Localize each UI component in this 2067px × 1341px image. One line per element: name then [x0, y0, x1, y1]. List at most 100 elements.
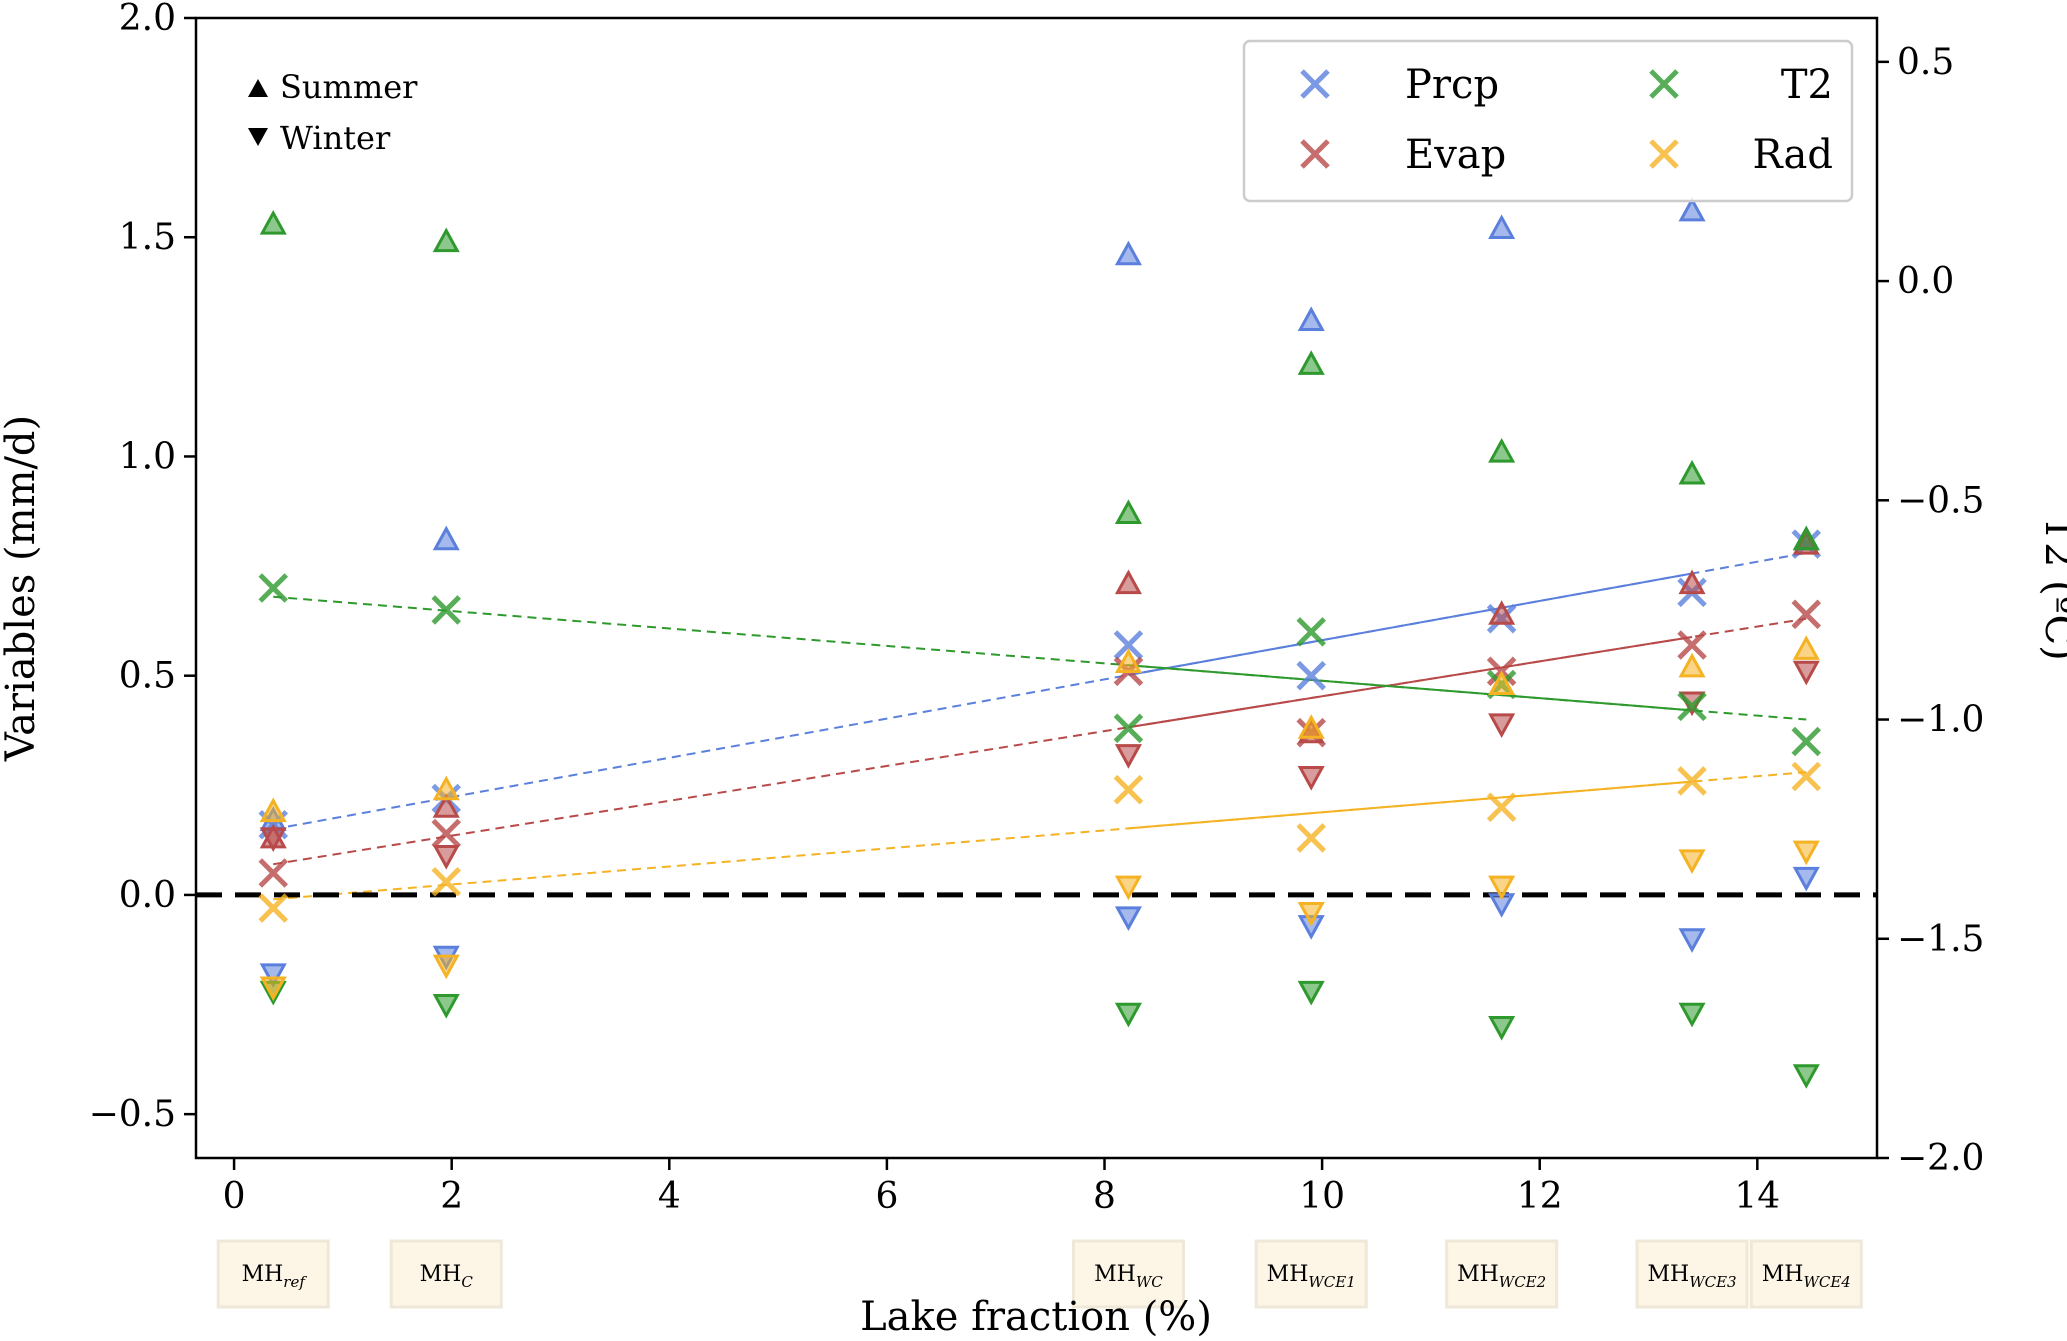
- simulation-label-wce4: MHWCE4: [1749, 1239, 1863, 1309]
- x-tick-label: 8: [1093, 1176, 1116, 1217]
- y-tick-label-right: 0.5: [1897, 42, 1954, 83]
- simulation-label-box: [1749, 1239, 1863, 1309]
- y-tick-label-left: 1.5: [119, 217, 176, 258]
- summer-point-prcp: [1488, 214, 1516, 239]
- annual-point-rad: [1791, 761, 1822, 792]
- annual-point-t2: [1677, 691, 1707, 722]
- x-tick-label: 0: [223, 1176, 246, 1217]
- x-tick-label: 10: [1299, 1176, 1345, 1217]
- y-axis-title-right: T2 (ºC): [2036, 515, 2067, 660]
- summer-point-evap: [1678, 569, 1706, 595]
- summer-point-t2: [1488, 437, 1516, 463]
- simulation-label-box: [216, 1239, 330, 1309]
- legend-label-prcp: Prcp: [1405, 62, 1499, 108]
- trend-lines: [273, 551, 1807, 901]
- annual-point-rad: [1486, 792, 1517, 822]
- x-tick-label: 14: [1734, 1176, 1780, 1217]
- winter-point-rad: [1792, 840, 1820, 866]
- winter-point-t2: [1678, 1002, 1706, 1028]
- y-tick-label-right: −2.0: [1897, 1138, 1984, 1179]
- winter-point-t2: [1792, 1064, 1820, 1089]
- y-tick-label-left: 1.0: [119, 436, 176, 477]
- y-tick-label-left: −0.5: [89, 1094, 176, 1135]
- plot-frame: [194, 16, 1879, 1160]
- x-tick-label: 2: [440, 1176, 463, 1217]
- winter-point-rad: [259, 976, 287, 1002]
- summer-point-rad: [1792, 635, 1820, 660]
- winter-point-evap: [259, 827, 287, 853]
- winter-point-t2: [1488, 1015, 1516, 1041]
- winter-point-prcp: [1792, 866, 1820, 892]
- summer-point-prcp: [432, 525, 460, 551]
- summer-point-t2: [1678, 459, 1706, 485]
- summer-point-evap: [1488, 600, 1516, 625]
- summer-point-t2: [432, 227, 460, 253]
- annual-point-t2: [258, 573, 289, 603]
- annual-point-t2: [1296, 617, 1326, 647]
- legend-marker-rad: [1649, 139, 1679, 169]
- y-tick-label-left: 2.0: [119, 0, 176, 39]
- summer-point-rad: [432, 775, 460, 801]
- annual-point-rad: [431, 867, 462, 897]
- summer-label: Summer: [280, 68, 418, 106]
- winter-point-t2: [1114, 1002, 1142, 1028]
- data-points: [258, 196, 1822, 1089]
- legend-marker-evap: [1300, 139, 1330, 169]
- summer-point-rad: [259, 797, 287, 823]
- winter-point-evap: [1114, 744, 1142, 769]
- winter-point-t2: [432, 994, 460, 1019]
- summer-point-rad: [1114, 648, 1142, 674]
- legend-label-evap: Evap: [1405, 132, 1506, 178]
- summer-point-t2: [1297, 350, 1325, 375]
- winter-point-evap: [1792, 660, 1820, 686]
- simulation-label-box: [1071, 1239, 1185, 1309]
- y-tick-label-right: −1.0: [1897, 700, 1984, 741]
- y-tick-label-left: 0.5: [119, 656, 176, 697]
- annual-point-prcp: [1113, 630, 1144, 660]
- simulation-label-box: [1635, 1239, 1749, 1309]
- x-tick-label: 6: [875, 1176, 898, 1217]
- annual-point-evap: [1677, 630, 1707, 660]
- summer-point-evap: [432, 793, 460, 818]
- summer-point-prcp: [1297, 306, 1325, 332]
- summer-point-t2: [1792, 525, 1820, 551]
- winter-point-rad: [1678, 849, 1706, 874]
- marker-shape-legend: Summer Winter: [248, 68, 418, 157]
- annual-point-evap: [1791, 599, 1822, 630]
- winter-point-rad: [432, 954, 460, 980]
- y-tick-label-right: 0.0: [1897, 261, 1954, 302]
- winter-triangle-icon: [248, 128, 268, 146]
- summer-point-t2: [1114, 499, 1142, 524]
- winter-label: Winter: [280, 119, 391, 157]
- trend-line-solid-prcp: [1128, 572, 1693, 677]
- y-tick-label-right: −1.5: [1897, 919, 1984, 960]
- legend-box: [1242, 39, 1854, 203]
- summer-point-prcp: [1114, 240, 1142, 266]
- trend-line-solid-t2: [1128, 664, 1693, 712]
- winter-point-t2: [1297, 980, 1325, 1006]
- annual-point-t2: [431, 595, 462, 625]
- simulation-label-text: MHWCE2: [1457, 1262, 1546, 1291]
- annual-point-prcp: [1296, 660, 1326, 691]
- x-tick-label: 4: [658, 1176, 681, 1217]
- x-tick-label: 12: [1517, 1176, 1563, 1217]
- winter-point-evap: [1488, 713, 1516, 739]
- summer-point-prcp: [1678, 196, 1706, 222]
- x-axis-title: Lake fraction (%): [860, 1294, 1212, 1340]
- simulation-label-box: [1445, 1239, 1559, 1309]
- y-tick-label-right: −0.5: [1897, 480, 1984, 521]
- series-legend: Prcp Evap T2 Rad: [1242, 39, 1854, 203]
- summer-point-rad: [1488, 670, 1516, 695]
- winter-point-rad: [1297, 901, 1325, 927]
- annual-point-evap: [431, 818, 462, 849]
- legend-marker-t2: [1649, 69, 1679, 99]
- winter-point-rad: [1114, 875, 1142, 901]
- simulation-label-ref: MHref: [216, 1239, 330, 1309]
- winter-point-prcp: [1678, 928, 1706, 953]
- winter-point-evap: [432, 844, 460, 870]
- annual-point-rad: [258, 893, 289, 923]
- simulation-label-wce2: MHWCE2: [1445, 1239, 1559, 1309]
- y-axis-title-left: Variables (mm/d): [0, 415, 44, 762]
- winter-point-evap: [1297, 766, 1325, 791]
